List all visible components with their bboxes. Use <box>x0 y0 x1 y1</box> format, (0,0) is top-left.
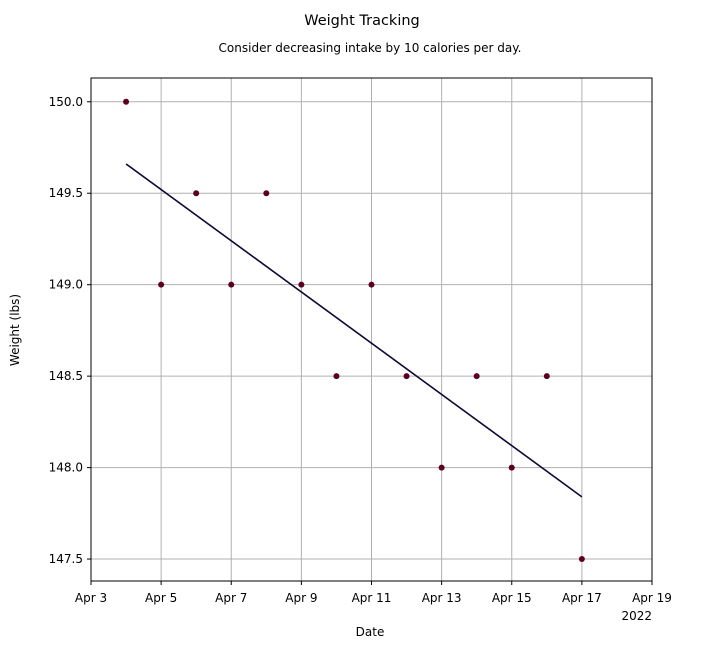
x-tick-label: Apr 17 <box>562 591 602 605</box>
y-tick-label: 147.5 <box>49 552 83 566</box>
y-tick-label: 148.5 <box>49 369 83 383</box>
y-axis-label: Weight (lbs) <box>8 294 22 366</box>
axis-layer: Apr 3 Apr 5 Apr 7 Apr 9 Apr 11 Apr 13 Apr 15 Ap… <box>49 95 672 605</box>
data-point <box>508 464 515 471</box>
x-tick-label: Apr 3 <box>75 591 107 605</box>
data-point <box>473 373 480 380</box>
data-point <box>263 190 270 197</box>
x-tick-label: Apr 19 <box>632 591 672 605</box>
x-tick-label: Apr 9 <box>285 591 317 605</box>
data-point <box>228 281 235 288</box>
data-point <box>403 373 410 380</box>
y-tick-label: 148.0 <box>49 461 83 475</box>
x-tick-label: Apr 5 <box>145 591 177 605</box>
data-point <box>123 98 130 105</box>
data-point <box>578 556 585 563</box>
chart-title: Weight Tracking <box>304 13 420 29</box>
data-layer <box>123 98 585 563</box>
x-axis-label: Date <box>356 625 385 639</box>
x-axis-offset-label: 2022 <box>621 609 652 623</box>
data-point <box>438 464 445 471</box>
y-tick-label: 149.0 <box>49 278 83 292</box>
data-point <box>158 281 165 288</box>
data-point <box>193 190 200 197</box>
trend-line <box>125 163 583 498</box>
data-point <box>368 281 375 288</box>
x-tick-label: Apr 13 <box>422 591 462 605</box>
y-tick-label: 149.5 <box>49 186 83 200</box>
x-tick-label: Apr 11 <box>352 591 392 605</box>
data-point <box>298 281 305 288</box>
y-tick-label: 150.0 <box>49 95 83 109</box>
data-point <box>333 373 340 380</box>
x-tick-label: Apr 7 <box>215 591 247 605</box>
x-tick-label: Apr 15 <box>492 591 532 605</box>
grid-layer <box>90 78 653 581</box>
chart-subtitle: Consider decreasing intake by 10 calorie… <box>219 41 522 55</box>
data-point <box>543 373 550 380</box>
